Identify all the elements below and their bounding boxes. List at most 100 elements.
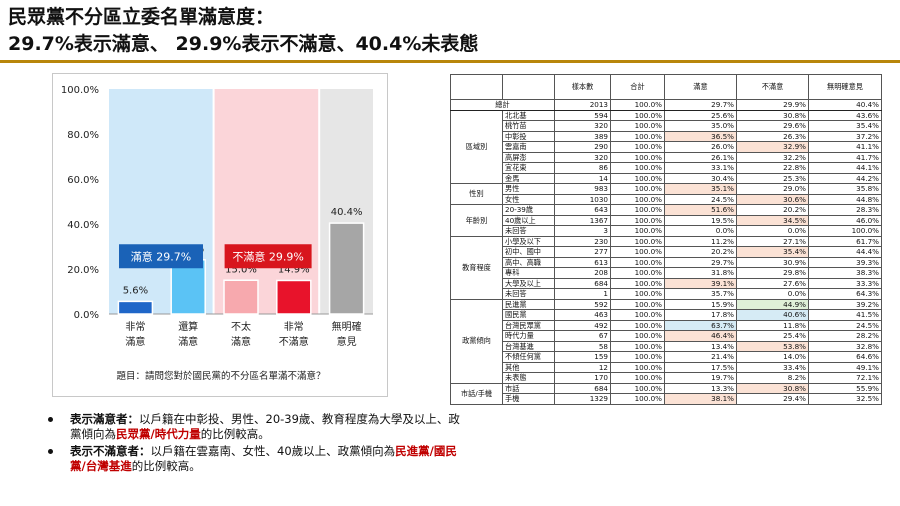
total-pct-cell: 100.0% [610, 151, 665, 163]
y-tick-label: 0.0% [74, 310, 99, 321]
page-title: 民眾黨不分區立委名單滿意度： 29.7%表示滿意、 29.9%表示不滿意、40.… [8, 4, 478, 58]
group-band [214, 89, 319, 314]
total-pct-cell: 100.0% [610, 319, 665, 331]
dissatisfied-cell: 29.9% [736, 99, 809, 111]
no-opinion-cell: 39.2% [808, 298, 882, 310]
no-opinion-cell: 64.3% [808, 288, 882, 300]
subgroup-label-cell: 不傾任何黨 [502, 351, 555, 363]
subgroup-label-cell: 初中、國中 [502, 246, 555, 258]
no-opinion-cell: 46.0% [808, 214, 882, 226]
total-pct-cell: 100.0% [610, 246, 665, 258]
table-row: 40歲以上 1367 100.0% 19.5% 34.5% 46.0% [451, 214, 882, 226]
dissatisfied-cell: 29.4% [736, 393, 809, 405]
bar-value-label: 15.0% [225, 264, 257, 275]
satisfied-cell: 24.5% [664, 193, 737, 205]
no-opinion-cell: 43.6% [808, 109, 882, 121]
no-opinion-cell: 33.3% [808, 277, 882, 289]
bar [223, 279, 259, 315]
no-opinion-cell: 37.2% [808, 130, 882, 142]
satisfied-cell: 0.0% [664, 225, 737, 237]
total-pct-cell: 100.0% [610, 393, 665, 405]
sample-size-cell: 1030 [554, 193, 611, 205]
satisfied-cell: 11.2% [664, 235, 737, 247]
group-label-cell: 性別 [450, 183, 503, 205]
dissatisfied-cell: 33.4% [736, 361, 809, 373]
sample-size-cell: 594 [554, 109, 611, 121]
satisfied-cell: 35.0% [664, 120, 737, 132]
sample-size-cell: 684 [554, 382, 611, 394]
subgroup-label-cell: 未回答 [502, 288, 555, 300]
dissatisfied-cell: 26.3% [736, 130, 809, 142]
no-opinion-cell: 72.1% [808, 372, 882, 384]
total-pct-cell: 100.0% [610, 309, 665, 321]
bar-chart: 0.0%20.0%40.0%60.0%80.0%100.0%5.6%非常滿意24… [61, 85, 373, 382]
no-opinion-cell: 35.4% [808, 120, 882, 132]
no-opinion-cell: 55.9% [808, 382, 882, 394]
total-pct-cell: 100.0% [610, 214, 665, 226]
chart-caption: 題目：請問您對於國民黨的不分區名單滿不滿意？ [116, 370, 325, 382]
total-pct-cell: 100.0% [610, 372, 665, 384]
dissatisfied-cell: 35.4% [736, 246, 809, 258]
table-row: 大學及以上 684 100.0% 39.1% 27.6% 33.3% [451, 277, 882, 289]
dissatisfied-cell: 32.9% [736, 141, 809, 153]
sample-size-cell: 492 [554, 319, 611, 331]
dissatisfied-cell: 34.5% [736, 214, 809, 226]
table-row: 台灣民眾黨 492 100.0% 63.7% 11.8% 24.5% [451, 319, 882, 331]
satisfied-cell: 38.1% [664, 393, 737, 405]
total-label: 總計 [450, 99, 555, 111]
sample-size-cell: 983 [554, 183, 611, 195]
satisfied-cell: 35.1% [664, 183, 737, 195]
finding-highlight: 民進黨/國民黨/台灣基進 [70, 444, 457, 473]
subgroup-label-cell: 宜花東 [502, 162, 555, 174]
table-row: 中彰投 389 100.0% 36.5% 26.3% 37.2% [451, 130, 882, 142]
subgroup-label-cell: 其他 [502, 361, 555, 373]
subgroup-label-cell: 台灣民眾黨 [502, 319, 555, 331]
table-row: 市話/手機 市話 684 100.0% 13.3% 30.8% 55.9% [450, 382, 882, 405]
sample-size-cell: 320 [554, 151, 611, 163]
dissatisfied-cell: 30.9% [736, 256, 809, 268]
satisfied-cell: 33.1% [664, 162, 737, 174]
sample-size-cell: 14 [554, 172, 611, 184]
no-opinion-cell: 35.8% [808, 183, 882, 195]
total-pct-cell: 100.0% [610, 99, 665, 111]
satisfied-cell: 51.6% [664, 204, 737, 216]
category-label: 非常 [125, 320, 145, 333]
table-row: 高中、高職 613 100.0% 29.7% 30.9% 39.3% [451, 256, 882, 268]
table-row: 雲嘉南 290 100.0% 26.0% 32.9% 41.1% [451, 141, 882, 153]
subgroup-label-cell: 中彰投 [502, 130, 555, 142]
crosstab-table: 樣本數 合計 滿意 不滿意 無明確意見 總計 2013 100.0% 29.7% 29.… [450, 74, 882, 405]
sample-size-cell: 320 [554, 120, 611, 132]
sample-size-cell: 230 [554, 235, 611, 247]
table-row: 未回答 1 100.0% 35.7% 0.0% 64.3% [451, 288, 882, 300]
dissatisfied-cell: 0.0% [736, 288, 809, 300]
table-row: 初中、國中 277 100.0% 20.2% 35.4% 44.4% [451, 246, 882, 258]
y-tick-label: 100.0% [61, 85, 99, 96]
satisfied-cell: 63.7% [664, 319, 737, 331]
title-line-1: 民眾黨不分區立委名單滿意度： [8, 6, 275, 28]
no-opinion-cell: 64.6% [808, 351, 882, 363]
satisfied-cell: 31.8% [664, 267, 737, 279]
category-label: 滿意 [178, 335, 198, 348]
sample-size-cell: 58 [554, 340, 611, 352]
group-label-box [119, 244, 203, 269]
finding-satisfied: 表示滿意者：以戶籍在中彰投、男性、20-39歲、教育程度為大學及以上、政黨傾向為… [48, 412, 468, 442]
subgroup-label-cell: 雲嘉南 [502, 141, 555, 153]
finding-text-end: 的比例較高。 [200, 427, 270, 441]
total-pct-cell: 100.0% [610, 225, 665, 237]
table-row: 區域別 北北基 594 100.0% 25.6% 30.8% 43.6% [450, 109, 882, 184]
dissatisfied-cell: 25.3% [736, 172, 809, 184]
subgroup-label-cell: 大學及以上 [502, 277, 555, 289]
dissatisfied-cell: 29.8% [736, 267, 809, 279]
finding-highlight: 民眾黨/時代力量 [116, 427, 201, 441]
sample-size-cell: 170 [554, 372, 611, 384]
subgroup-label-cell: 專科 [502, 267, 555, 279]
total-pct-cell: 100.0% [610, 256, 665, 268]
total-pct-cell: 100.0% [610, 298, 665, 310]
satisfied-cell: 26.0% [664, 141, 737, 153]
sample-size-cell: 86 [554, 162, 611, 174]
sample-size-cell: 1329 [554, 393, 611, 405]
subgroup-label-cell: 未回答 [502, 225, 555, 237]
satisfied-cell: 29.7% [664, 99, 737, 111]
dissatisfied-cell: 20.2% [736, 204, 809, 216]
subgroup-label-cell: 未表態 [502, 372, 555, 384]
